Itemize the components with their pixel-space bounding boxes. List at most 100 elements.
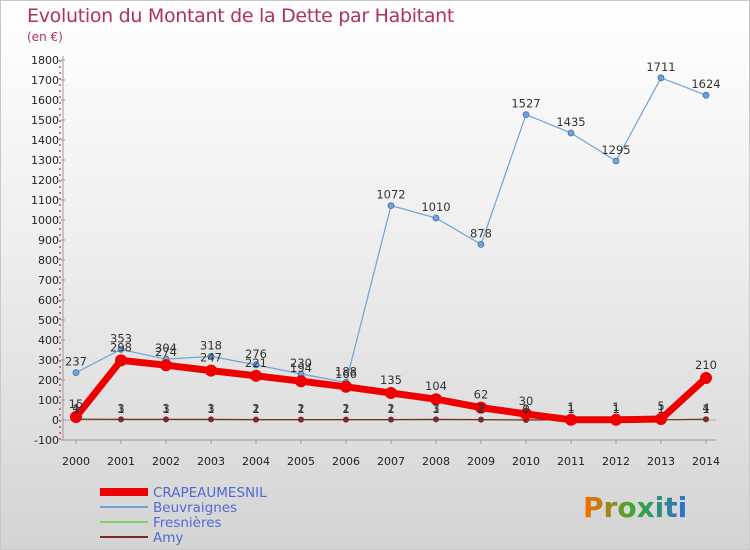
x-tick-label: 2012 [602,455,630,468]
data-label-beuvraignes: 353 [110,331,132,345]
y-tick-label: 600 [38,294,59,307]
data-point-amy [703,416,709,423]
data-point-beuvraignes [432,214,440,222]
data-point-beuvraignes [72,369,80,377]
y-tick-label: 1400 [31,134,59,147]
data-point-crapeaumesnil [160,359,172,372]
x-tick-label: 2005 [287,455,315,468]
data-label-crapeaumesnil: 274 [155,345,177,359]
y-tick-label: -100 [34,434,59,447]
data-label-fresni-res: 1 [477,402,484,416]
data-point-amy [118,416,124,423]
legend-label-fresni-res: Fresnières [153,515,222,531]
data-label-crapeaumesnil: 166 [335,367,357,381]
data-label-crapeaumesnil: 247 [200,351,222,365]
x-tick-label: 2011 [557,455,585,468]
data-label-amy: 2 [297,402,304,416]
y-tick-label: 1500 [31,114,59,127]
x-tick-label: 2004 [242,455,270,468]
x-tick-label: 2003 [197,455,225,468]
data-point-amy [253,416,259,423]
data-label-amy: 3 [117,401,124,415]
data-label-fresni-res: 1 [207,402,214,416]
data-label-fresni-res: 1 [567,402,574,416]
y-tick-label: 1600 [31,94,59,107]
x-tick-label: 2000 [62,455,90,468]
data-point-beuvraignes [567,129,575,137]
data-label-crapeaumesnil: 15 [69,397,84,411]
legend-label-beuvraignes: Beuvraignes [153,500,237,516]
data-label-beuvraignes: 230 [290,356,312,370]
data-label-amy: 3 [432,401,439,415]
data-point-amy [388,416,394,423]
y-tick-label: 300 [38,354,59,367]
data-label-fresni-res: 1 [117,402,124,416]
y-tick-label: 800 [38,254,59,267]
data-label-crapeaumesnil: 298 [110,340,132,354]
data-point-crapeaumesnil [610,413,622,426]
data-label-amy: 3 [162,401,169,415]
y-tick-label: 1800 [31,54,59,67]
data-label-beuvraignes: 1527 [511,97,540,111]
y-tick-label: 400 [38,334,59,347]
x-tick-label: 2010 [512,455,540,468]
x-tick-label: 2009 [467,455,495,468]
y-tick-label: 1200 [31,174,59,187]
data-label-fresni-res: 1 [387,402,394,416]
data-label-beuvraignes: 1624 [691,77,720,91]
data-point-beuvraignes [702,91,710,99]
proxiti-logo: Proxiti [583,491,687,524]
data-label-beuvraignes: 878 [470,226,492,240]
data-label-fresni-res: 1 [252,402,259,416]
data-label-amy: 4 [72,401,79,415]
data-label-crapeaumesnil: 1 [612,400,619,414]
data-label-fresni-res: 1 [162,402,169,416]
data-point-crapeaumesnil [385,387,397,399]
data-label-fresni-res: 1 [72,402,79,416]
x-tick-label: 2001 [107,455,135,468]
data-label-amy: 2 [252,402,259,416]
data-label-crapeaumesnil: 221 [245,356,267,370]
data-label-crapeaumesnil: 210 [695,358,717,372]
data-label-fresni-res: 1 [432,402,439,416]
data-point-beuvraignes [477,240,485,248]
y-tick-label: 1300 [31,154,59,167]
data-label-beuvraignes: 318 [200,338,222,352]
data-label-beuvraignes: 276 [245,347,267,361]
y-tick-label: 1000 [31,214,59,227]
data-point-beuvraignes [252,361,260,369]
data-label-beuvraignes: 1072 [376,188,405,202]
data-label-beuvraignes: 1711 [646,60,675,74]
data-point-crapeaumesnil [520,408,532,420]
x-tick-label: 2002 [152,455,180,468]
data-label-fresni-res: 1 [702,402,709,416]
y-tick-label: 0 [52,414,59,427]
data-point-crapeaumesnil [115,354,127,367]
data-label-fresni-res: 1 [297,402,304,416]
y-tick-label: 900 [38,234,59,247]
data-label-crapeaumesnil: 1 [567,400,574,414]
chart-title: Evolution du Montant de la Dette par Hab… [27,5,455,27]
legend-label-amy: Amy [153,530,183,546]
data-point-crapeaumesnil [565,413,577,426]
legend-label-crapeaumesnil: CRAPEAUMESNIL [153,485,267,501]
data-label-amy: 3 [207,401,214,415]
data-label-amy: 0 [522,402,529,416]
data-point-crapeaumesnil [250,369,262,382]
y-tick-label: 100 [38,394,59,407]
y-tick-label: 1700 [31,74,59,87]
data-label-beuvraignes: 304 [155,341,177,355]
data-label-fresni-res: 1 [342,402,349,416]
data-point-beuvraignes [387,202,395,210]
data-label-fresni-res: 1 [522,402,529,416]
data-point-amy [343,416,349,423]
data-label-beuvraignes: 1435 [556,115,585,129]
y-tick-label: 500 [38,314,59,327]
data-point-crapeaumesnil [475,401,487,414]
data-label-fresni-res: 1 [612,402,619,416]
x-tick-label: 2006 [332,455,360,468]
data-label-amy: 2 [477,402,484,416]
y-tick-label: 1100 [31,194,59,207]
data-point-crapeaumesnil [340,380,352,393]
